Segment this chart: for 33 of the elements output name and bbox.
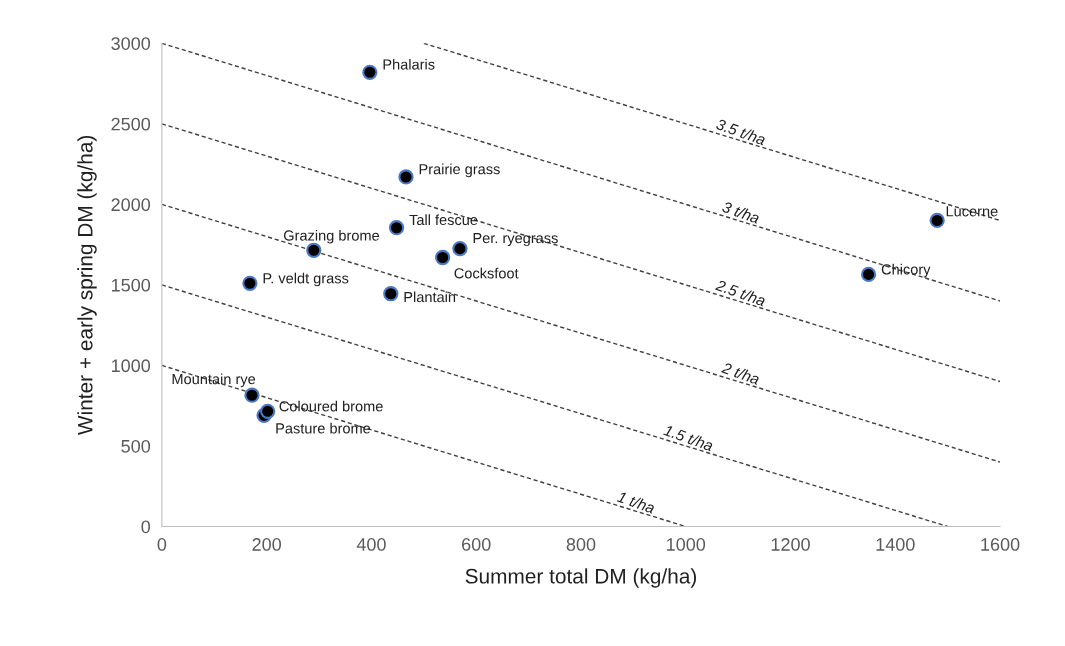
text: 2.5 t/ha	[715, 279, 767, 307]
annotation: P. veldt grass	[263, 272, 349, 287]
x-axis-title: Summer total DM (kg/ha)	[465, 568, 697, 588]
text: 2 t/ha	[721, 361, 761, 385]
annotation: Prairie grass	[419, 163, 500, 178]
x-tick-label: 200	[252, 538, 282, 551]
y-tick-label: 2000	[111, 198, 151, 212]
annotation: Phalaris	[383, 58, 435, 70]
x-tick-label: 800	[566, 538, 596, 551]
annotation: Plantain	[404, 291, 456, 303]
x-tick-label: 0	[157, 538, 167, 551]
y-tick-label: 2500	[111, 117, 151, 131]
y-tick-label: 1000	[111, 359, 151, 373]
y-tick-label: 1500	[111, 278, 151, 292]
x-tick-label: 1400	[876, 538, 915, 551]
text: 1.5 t/ha	[663, 424, 715, 452]
y-tick-label: 3000	[111, 37, 151, 50]
x-tick-label: 1000	[667, 538, 706, 551]
x-tick-label: 1200	[771, 538, 810, 551]
annotation: Cocksfoot	[454, 267, 519, 279]
x-tick-label: 600	[462, 538, 491, 551]
text: 3 t/ha	[721, 200, 761, 224]
annotation: Chicory	[881, 263, 931, 278]
x-tick-label: 400	[356, 538, 386, 551]
y-tick-label: 500	[121, 439, 151, 453]
annotation: Tall fescue	[409, 214, 478, 226]
text: 1 t/ha	[616, 490, 656, 514]
y-axis-title: Winter + early spring DM (kg/ha)	[77, 135, 97, 435]
annotation: Pasture brome	[276, 422, 371, 434]
y-tick-label: 0	[141, 520, 151, 534]
text: 3.5 t/ha	[715, 118, 767, 146]
x-tick-label: 1600	[981, 538, 1020, 551]
annotation: Grazing brome	[283, 229, 380, 244]
